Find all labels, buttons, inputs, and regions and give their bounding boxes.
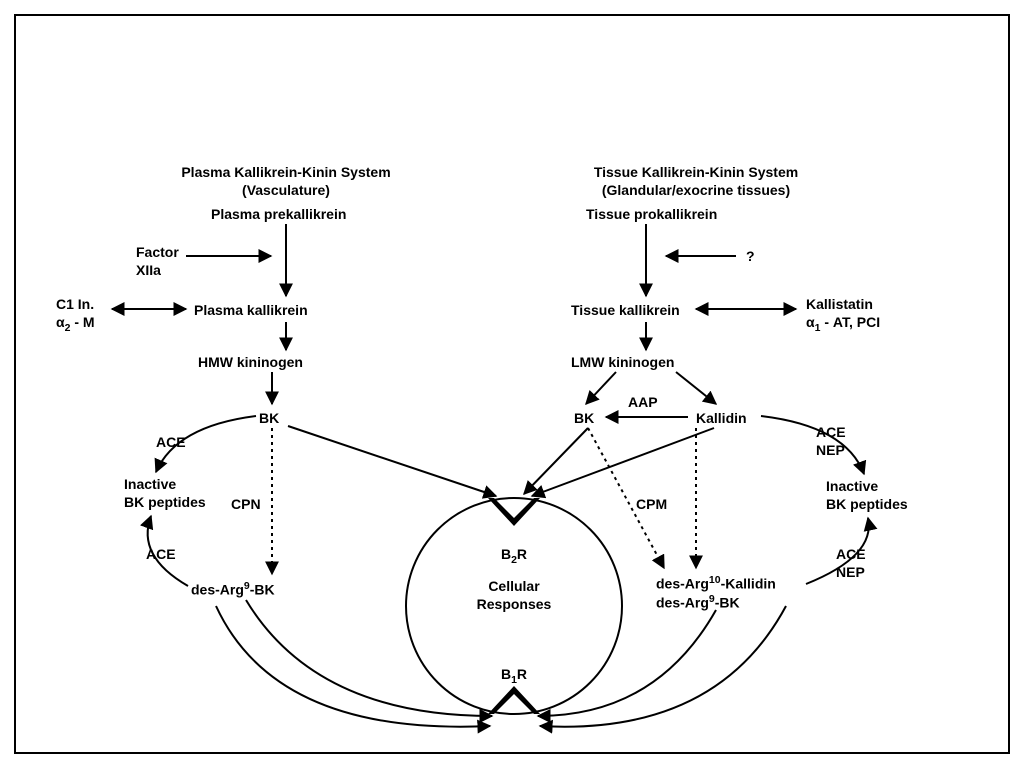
arrow-desarg9-right-to-b1r xyxy=(540,606,786,727)
plasma-title: Plasma Kallikrein-Kinin System (Vasculat… xyxy=(156,164,416,199)
unknown-activator: ? xyxy=(746,248,755,266)
cpn-label: CPN xyxy=(231,496,261,514)
plasma-kallikrein: Plasma kallikrein xyxy=(194,302,308,320)
lmw-kininogen: LMW kininogen xyxy=(571,354,674,372)
des-arg9-bk-left: des-Arg9-BK xyxy=(191,580,275,599)
diagram-frame: Plasma Kallikrein-Kinin System (Vasculat… xyxy=(14,14,1010,754)
ace-nep-top-right: ACE NEP xyxy=(816,424,846,459)
arrow-bkleft-to-b2r xyxy=(288,426,496,496)
hmw-kininogen: HMW kininogen xyxy=(198,354,303,372)
arrow-kallidin-to-inactive-right xyxy=(761,416,864,474)
arrow-kallidin-to-b2r xyxy=(532,428,714,496)
arrow-desarg9-left-to-b1r xyxy=(246,600,492,716)
kallidin: Kallidin xyxy=(696,410,747,428)
b1r-receptor-icon xyxy=(488,686,540,714)
arrow-lmw-to-bk xyxy=(586,372,616,404)
ace-nep-bottom-right: ACE NEP xyxy=(836,546,866,581)
arrow-desarg10-to-b1r xyxy=(538,610,716,716)
factor-xiia: Factor XIIa xyxy=(136,244,179,279)
aap-label: AAP xyxy=(628,394,658,412)
c1-inhibitor: C1 In. α2 - M xyxy=(56,296,95,334)
b2r-receptor-icon xyxy=(488,498,540,526)
ace-top-left: ACE xyxy=(156,434,186,452)
tissue-kallikrein: Tissue kallikrein xyxy=(571,302,680,320)
bk-right: BK xyxy=(574,410,594,428)
cellular-responses: Cellular Responses xyxy=(454,578,574,613)
b1r-label: B1R xyxy=(484,666,544,687)
diagram-svg xyxy=(16,16,1012,756)
tissue-title: Tissue Kallikrein-Kinin System (Glandula… xyxy=(556,164,836,199)
arrow-lmw-to-kallidin xyxy=(676,372,716,404)
tissue-prokallikrein: Tissue prokallikrein xyxy=(586,206,717,224)
inactive-bk-right: Inactive BK peptides xyxy=(826,478,908,513)
des-arg10-kallidin: des-Arg10-Kallidin des-Arg9-BK xyxy=(656,574,776,612)
inactive-bk-left: Inactive BK peptides xyxy=(124,476,206,511)
kallistatin: Kallistatin α1 - AT, PCI xyxy=(806,296,880,334)
arrow-bkright-to-b2r xyxy=(524,428,588,494)
ace-bottom-left: ACE xyxy=(146,546,176,564)
b2r-label: B2R xyxy=(484,546,544,567)
plasma-prekallikrein: Plasma prekallikrein xyxy=(211,206,346,224)
bk-left: BK xyxy=(259,410,279,428)
cpm-label: CPM xyxy=(636,496,667,514)
arrow-desarg9-left-outer-to-b1r xyxy=(216,606,490,727)
